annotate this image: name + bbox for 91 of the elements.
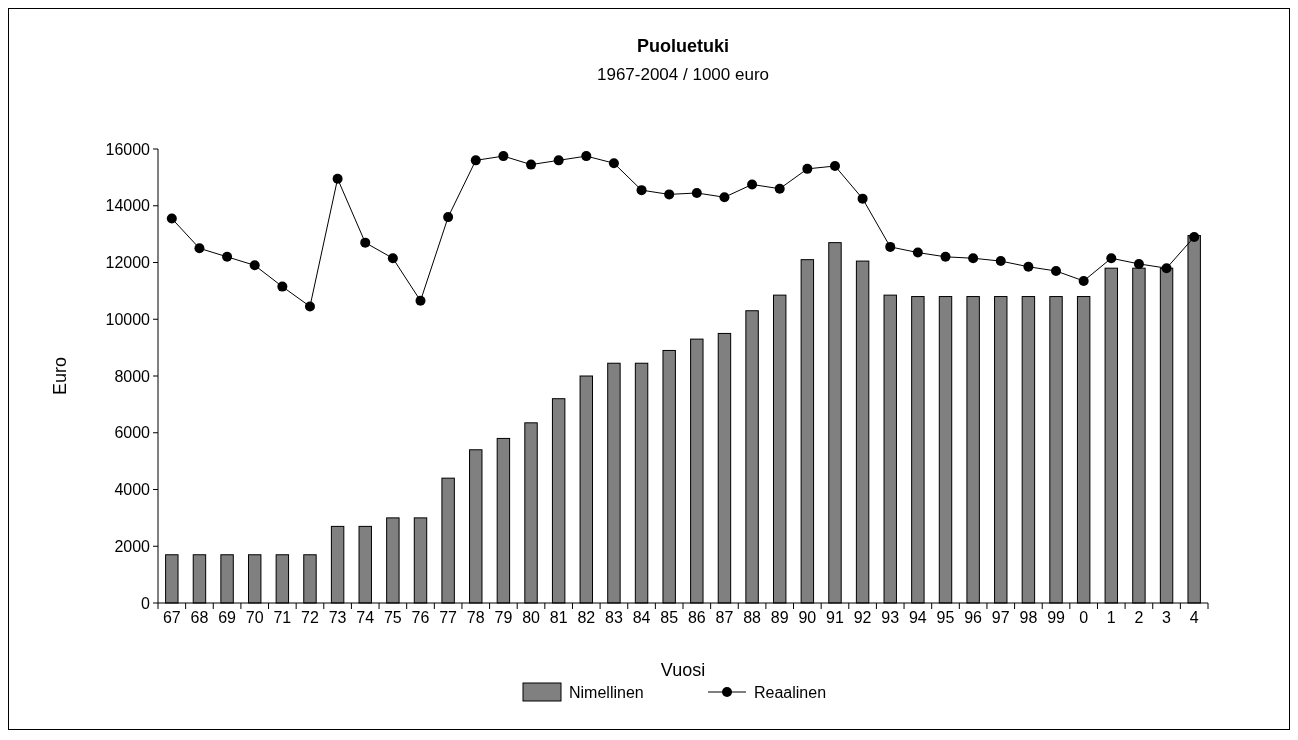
- point: [857, 193, 868, 204]
- x-tick-label: 80: [522, 609, 541, 626]
- x-tick-label: 93: [881, 609, 900, 626]
- x-tick-label: 90: [798, 609, 817, 626]
- point: [498, 151, 509, 162]
- chart-subtitle: 1967-2004 / 1000 euro: [596, 65, 770, 84]
- x-tick-label: 82: [577, 609, 596, 626]
- point: [747, 179, 758, 190]
- x-tick-label: 83: [605, 609, 623, 626]
- point: [802, 163, 813, 174]
- y-tick-label: 14000: [105, 197, 151, 215]
- x-tick-label: 81: [549, 609, 568, 626]
- point: [940, 251, 951, 262]
- x-axis-title: Vuosi: [660, 660, 706, 680]
- x-tick-label: 88: [743, 609, 762, 626]
- x-tick-label: 71: [273, 609, 292, 626]
- point: [1189, 231, 1200, 242]
- point: [1133, 258, 1144, 269]
- legend-label: Reaalinen: [754, 683, 827, 701]
- x-tick-label: 85: [660, 609, 679, 626]
- point: [553, 155, 564, 166]
- point: [249, 260, 260, 271]
- x-tick-label: 86: [687, 609, 706, 626]
- point: [636, 185, 647, 196]
- x-tick-label: 84: [632, 609, 651, 626]
- point: [415, 295, 426, 306]
- x-tick-label: 75: [383, 609, 402, 626]
- x-tick-label: 99: [1047, 609, 1066, 626]
- y-tick-label: 0: [141, 594, 151, 612]
- point: [360, 237, 371, 248]
- point: [1051, 266, 1062, 277]
- x-tick-label: 74: [356, 609, 375, 626]
- point: [995, 256, 1006, 267]
- x-tick-label: 68: [190, 609, 209, 626]
- x-tick-label: 97: [991, 609, 1010, 626]
- point: [470, 155, 481, 166]
- point: [194, 243, 205, 254]
- point: [774, 183, 785, 194]
- x-tick-label: 79: [494, 609, 513, 626]
- point: [1106, 253, 1117, 264]
- point: [332, 173, 343, 184]
- x-tick-label: 3: [1162, 609, 1172, 626]
- x-tick-label: 98: [1019, 609, 1038, 626]
- x-tick-label: 2: [1134, 609, 1144, 626]
- point: [222, 251, 233, 262]
- y-tick-label: 8000: [114, 367, 151, 385]
- x-tick-label: 96: [964, 609, 983, 626]
- legend-label: Nimellinen: [569, 683, 644, 701]
- x-tick-label: 67: [162, 609, 181, 626]
- point: [526, 159, 537, 170]
- y-tick-label: 16000: [105, 140, 151, 158]
- x-tick-label: 70: [245, 609, 264, 626]
- x-tick-label: 77: [439, 609, 458, 626]
- x-tick-label: 1: [1106, 609, 1116, 626]
- y-tick-label: 4000: [114, 481, 151, 499]
- point: [885, 241, 896, 252]
- x-tick-label: 78: [466, 609, 485, 626]
- point: [829, 161, 840, 172]
- point: [968, 253, 979, 264]
- x-tick-label: 89: [770, 609, 789, 626]
- point: [1078, 275, 1089, 286]
- x-tick-label: 91: [826, 609, 844, 626]
- x-tick-label: 69: [218, 609, 237, 626]
- y-tick-label: 6000: [114, 424, 151, 442]
- chart-title: Puoluetuki: [636, 36, 730, 56]
- point: [608, 158, 619, 169]
- point: [1161, 263, 1172, 274]
- point: [304, 301, 315, 312]
- point: [912, 247, 923, 258]
- y-tick-label: 2000: [114, 537, 151, 555]
- x-tick-label: 87: [715, 609, 734, 626]
- x-tick-label: 92: [853, 609, 872, 626]
- point: [166, 213, 177, 224]
- x-tick-label: 72: [301, 609, 319, 626]
- x-tick-label: 73: [328, 609, 347, 626]
- x-tick-label: 94: [908, 609, 927, 626]
- point: [277, 281, 288, 292]
- point: [1023, 261, 1034, 272]
- y-tick-label: 10000: [105, 310, 151, 328]
- x-tick-label: 0: [1079, 609, 1089, 626]
- y-tick-label: 12000: [105, 254, 151, 272]
- point: [387, 253, 398, 264]
- point: [719, 192, 730, 203]
- point: [581, 151, 592, 162]
- point: [664, 189, 675, 200]
- x-tick-label: 95: [936, 609, 955, 626]
- y-axis-title: Euro: [50, 356, 70, 396]
- x-tick-label: 4: [1189, 609, 1199, 626]
- point: [443, 212, 454, 223]
- x-tick-label: 76: [411, 609, 430, 626]
- point: [691, 187, 702, 198]
